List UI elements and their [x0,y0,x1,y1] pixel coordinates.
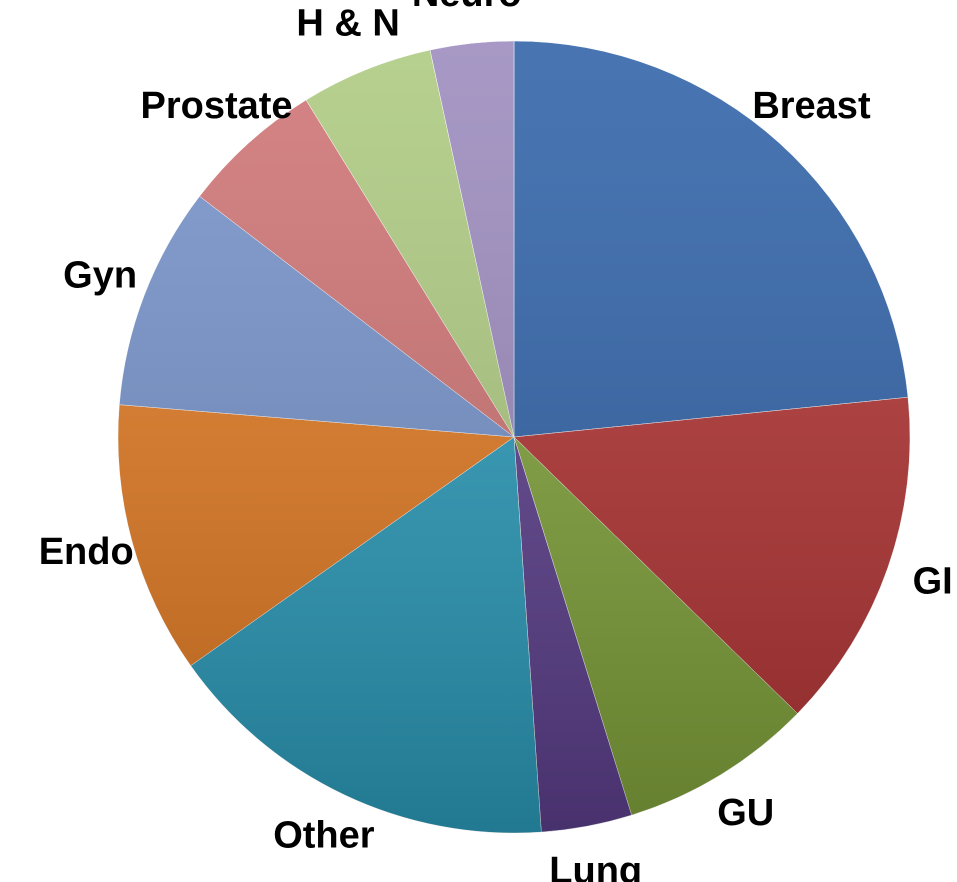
slice-label: Gyn [63,255,137,297]
slice-label: Breast [752,85,871,127]
slice-label: Endo [39,531,134,573]
slice-label: Prostate [141,85,293,127]
slice-label: H & N [296,3,399,45]
slice-label: Lung [549,850,642,882]
slice-label: Neuro [412,0,522,15]
slice-label: GU [717,792,774,834]
slice-label: GI [913,560,953,602]
slices [117,40,911,834]
slice-label: Other [273,815,375,857]
